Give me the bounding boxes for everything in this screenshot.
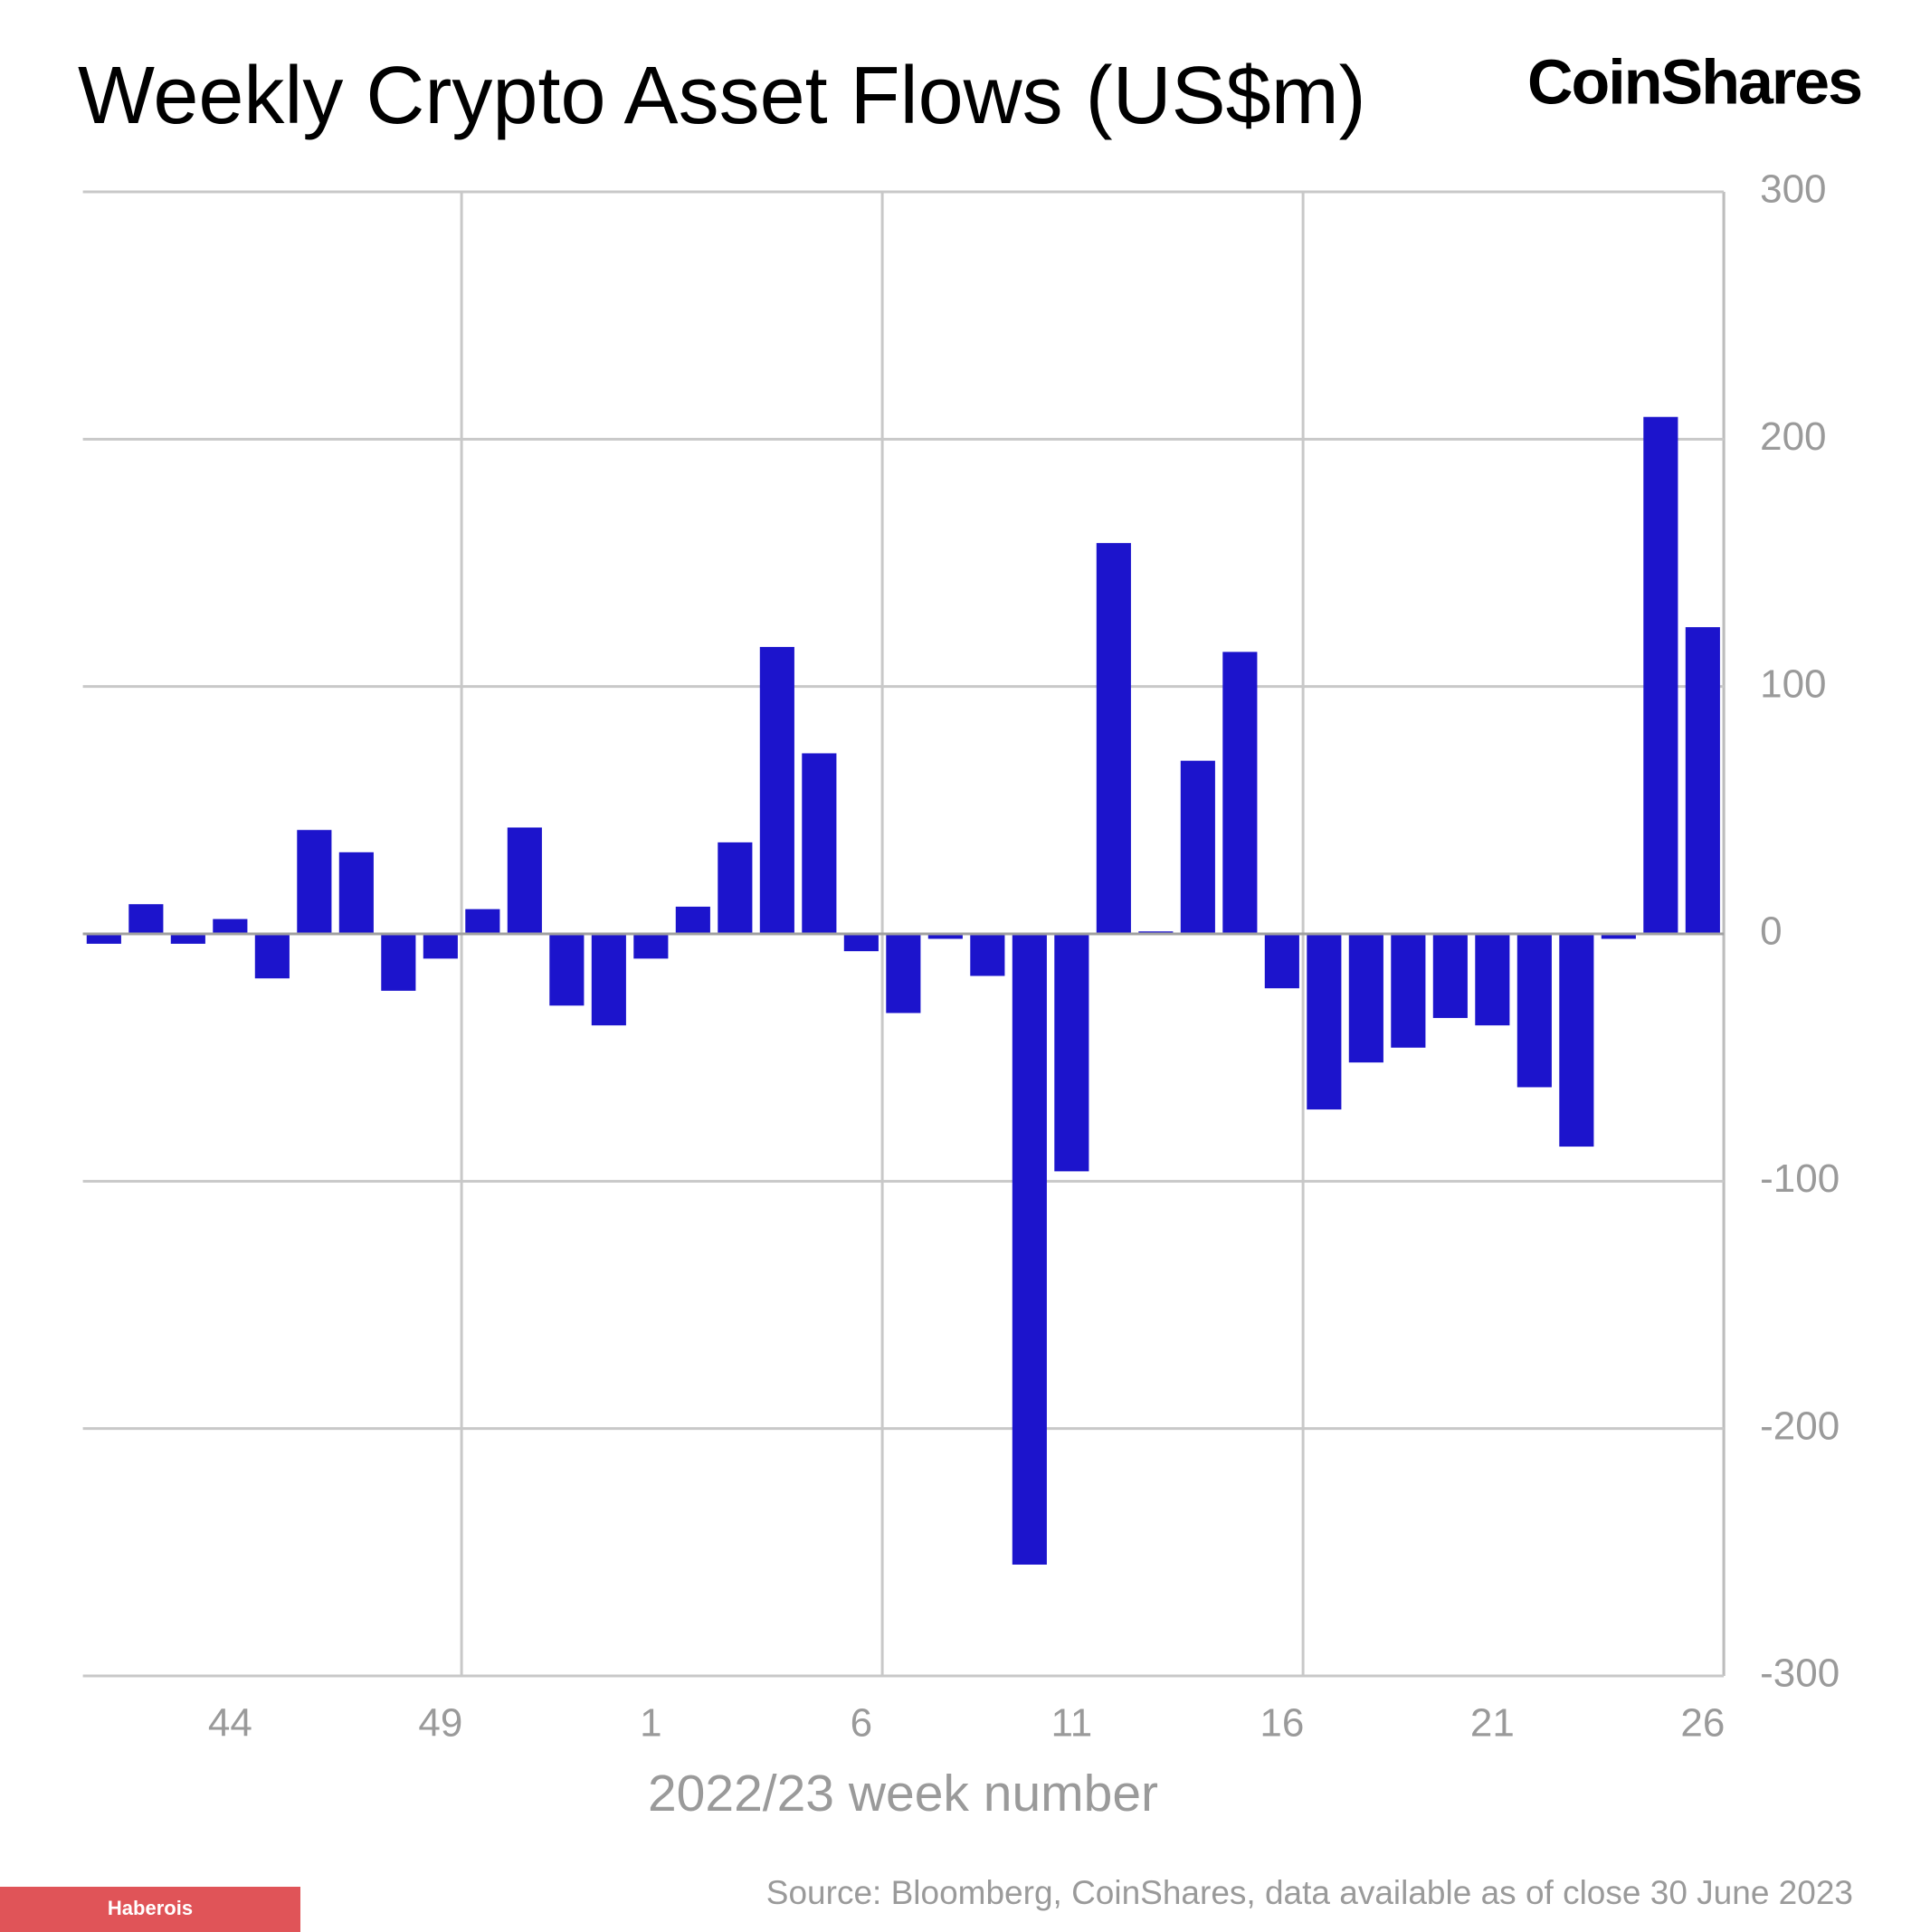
bar xyxy=(297,830,332,934)
bar xyxy=(381,934,416,991)
watermark: Haberois xyxy=(108,1897,193,1919)
bar xyxy=(338,852,374,934)
bar xyxy=(128,904,164,934)
bar xyxy=(633,934,669,959)
bar xyxy=(549,934,585,1006)
y-tick-label: 0 xyxy=(1760,909,1782,954)
chart-title: Weekly Crypto Asset Flows (US$m) xyxy=(78,51,1366,141)
bar xyxy=(254,934,290,979)
bar xyxy=(1432,934,1468,1018)
bar xyxy=(1601,934,1636,939)
bar xyxy=(970,934,1005,976)
bar xyxy=(465,909,500,934)
bar xyxy=(86,934,121,944)
bar xyxy=(1180,760,1215,934)
y-tick-label: 200 xyxy=(1760,414,1826,459)
bar xyxy=(886,934,921,1014)
y-tick-label: -200 xyxy=(1760,1404,1840,1448)
y-tick-label: -100 xyxy=(1760,1156,1840,1201)
x-tick-label: 16 xyxy=(1260,1701,1304,1746)
bar xyxy=(759,646,794,934)
x-tick-label: 11 xyxy=(1051,1701,1093,1746)
bar xyxy=(1307,934,1342,1110)
watermark-box xyxy=(0,1887,300,1932)
x-tick-label: 6 xyxy=(851,1701,872,1746)
bar xyxy=(1264,934,1299,989)
bar xyxy=(1559,934,1594,1147)
x-axis-label: 2022/23 week number xyxy=(648,1765,1158,1823)
bar xyxy=(927,934,963,939)
x-tick-label: 1 xyxy=(640,1701,661,1746)
x-tick-label: 26 xyxy=(1680,1701,1725,1746)
bar xyxy=(1685,627,1720,934)
bar xyxy=(1516,934,1552,1088)
bar xyxy=(170,934,205,944)
y-tick-label: 100 xyxy=(1760,661,1826,706)
bar xyxy=(718,842,753,934)
bar xyxy=(843,934,879,952)
y-tick-label: -300 xyxy=(1760,1651,1840,1696)
bar xyxy=(802,753,837,934)
bar xyxy=(1222,652,1258,934)
bar xyxy=(423,934,458,959)
bar xyxy=(1475,934,1510,1026)
bar xyxy=(1096,543,1131,934)
x-tick-label: 44 xyxy=(208,1701,252,1746)
bar xyxy=(213,918,248,934)
bar xyxy=(1054,934,1089,1172)
x-tick-label: 49 xyxy=(418,1701,462,1746)
source-note: Source: Bloomberg, CoinShares, data avai… xyxy=(766,1874,1853,1911)
x-tick-label: 21 xyxy=(1470,1701,1515,1746)
bar xyxy=(1643,416,1678,934)
bar xyxy=(1348,934,1383,1063)
bar xyxy=(675,906,710,934)
bar xyxy=(1391,934,1426,1048)
y-tick-label: 300 xyxy=(1760,167,1826,212)
bar xyxy=(591,934,626,1026)
bar xyxy=(507,827,542,934)
bar xyxy=(1012,934,1047,1565)
brand-logo: CoinShares xyxy=(1527,46,1861,117)
